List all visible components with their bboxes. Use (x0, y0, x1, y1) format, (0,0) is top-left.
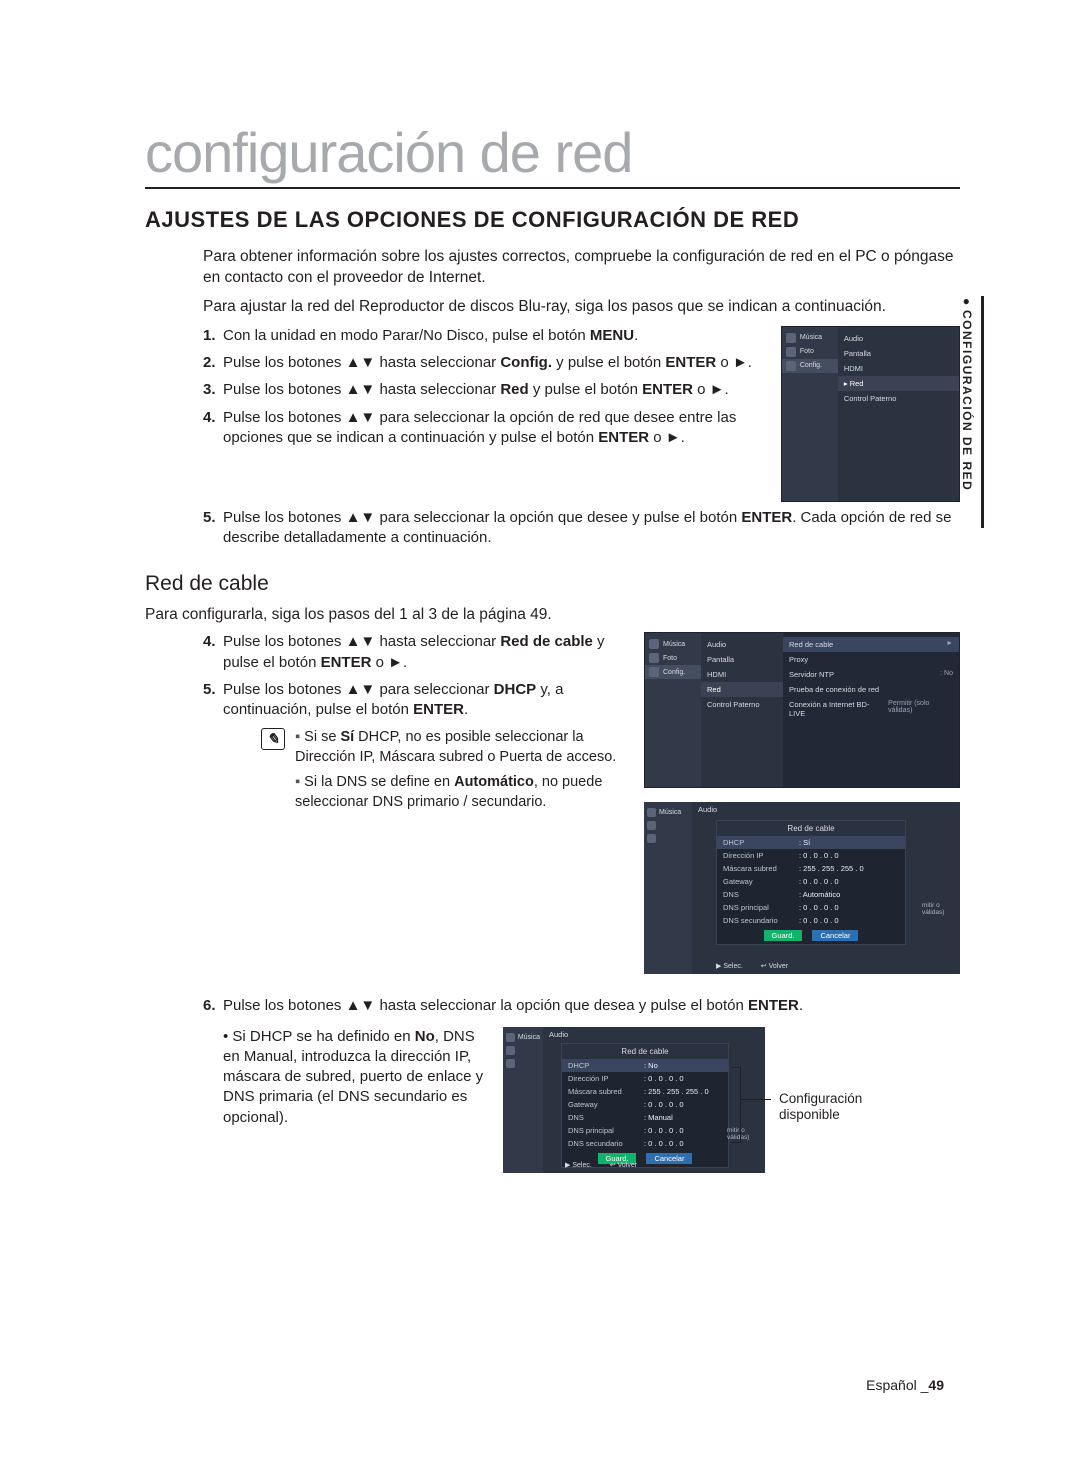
music-icon (649, 639, 659, 649)
chapter-title: configuración de red (145, 120, 960, 189)
note-2: Si la DNS se define en Automático, no pu… (295, 773, 630, 812)
step-b5: 5. Pulse los botones ▲▼ para seleccionar… (203, 680, 630, 721)
callout-config-disponible: Configuración disponible (779, 1091, 862, 1125)
photo-icon (647, 821, 656, 830)
subsection-intro: Para configurarla, siga los pasos del 1 … (145, 606, 960, 624)
gear-icon (506, 1059, 515, 1068)
dhcp-no-note: • Si DHCP se ha definido en No, DNS en M… (145, 1027, 485, 1173)
step-6: 6. Pulse los botones ▲▼ hasta selecciona… (203, 996, 960, 1016)
gear-icon (786, 361, 796, 371)
music-icon (647, 808, 656, 817)
music-icon (786, 333, 796, 343)
photo-icon (506, 1046, 515, 1055)
menu-label: MENU (590, 327, 634, 344)
tv-screenshot-dialog-no: Música Audio Red de cable DHCP: No Direc… (503, 1027, 765, 1173)
note-1: Si se Sí DHCP, no es posible seleccionar… (295, 728, 630, 767)
intro-paragraph-1: Para obtener información sobre los ajust… (145, 247, 960, 289)
intro-paragraph-2: Para ajustar la red del Reproductor de d… (145, 297, 960, 318)
note-icon: ✎ (261, 728, 285, 750)
step-3: 3. Pulse los botones ▲▼ hasta selecciona… (203, 380, 767, 400)
step-2: 2. Pulse los botones ▲▼ hasta selecciona… (203, 353, 767, 373)
step-1: 1. Con la unidad en modo Parar/No Disco,… (203, 326, 767, 346)
side-bar (981, 296, 984, 528)
gear-icon (647, 834, 656, 843)
tv-screenshot-red-submenu: Música Foto Config. Audio Pantalla HDMI … (644, 632, 960, 788)
photo-icon (649, 653, 659, 663)
tv-item-red: ▸ Red (838, 376, 959, 391)
gear-icon (649, 667, 659, 677)
section-title: AJUSTES DE LAS OPCIONES DE CONFIGURACIÓN… (145, 207, 960, 233)
step-1-text: Con la unidad en modo Parar/No Disco, pu… (223, 327, 590, 344)
step-4: 4. Pulse los botones ▲▼ para seleccionar… (203, 408, 767, 449)
step-b4: 4. Pulse los botones ▲▼ hasta selecciona… (203, 632, 630, 673)
tv-screenshot-config-red: Música Foto Config. Audio Pantalla HDMI … (781, 326, 960, 502)
step-5: 5. Pulse los botones ▲▼ para seleccionar… (203, 508, 960, 549)
tv-screenshot-dialog-si: Música Audio Red de cable DHCP: Sí Direc… (644, 802, 960, 974)
subsection-title: Red de cable (145, 572, 960, 596)
section-side-tab: CONFIGURACIÓN DE RED (960, 296, 974, 491)
photo-icon (786, 347, 796, 357)
music-icon (506, 1033, 515, 1042)
page-footer: Español _49 (866, 1377, 944, 1393)
